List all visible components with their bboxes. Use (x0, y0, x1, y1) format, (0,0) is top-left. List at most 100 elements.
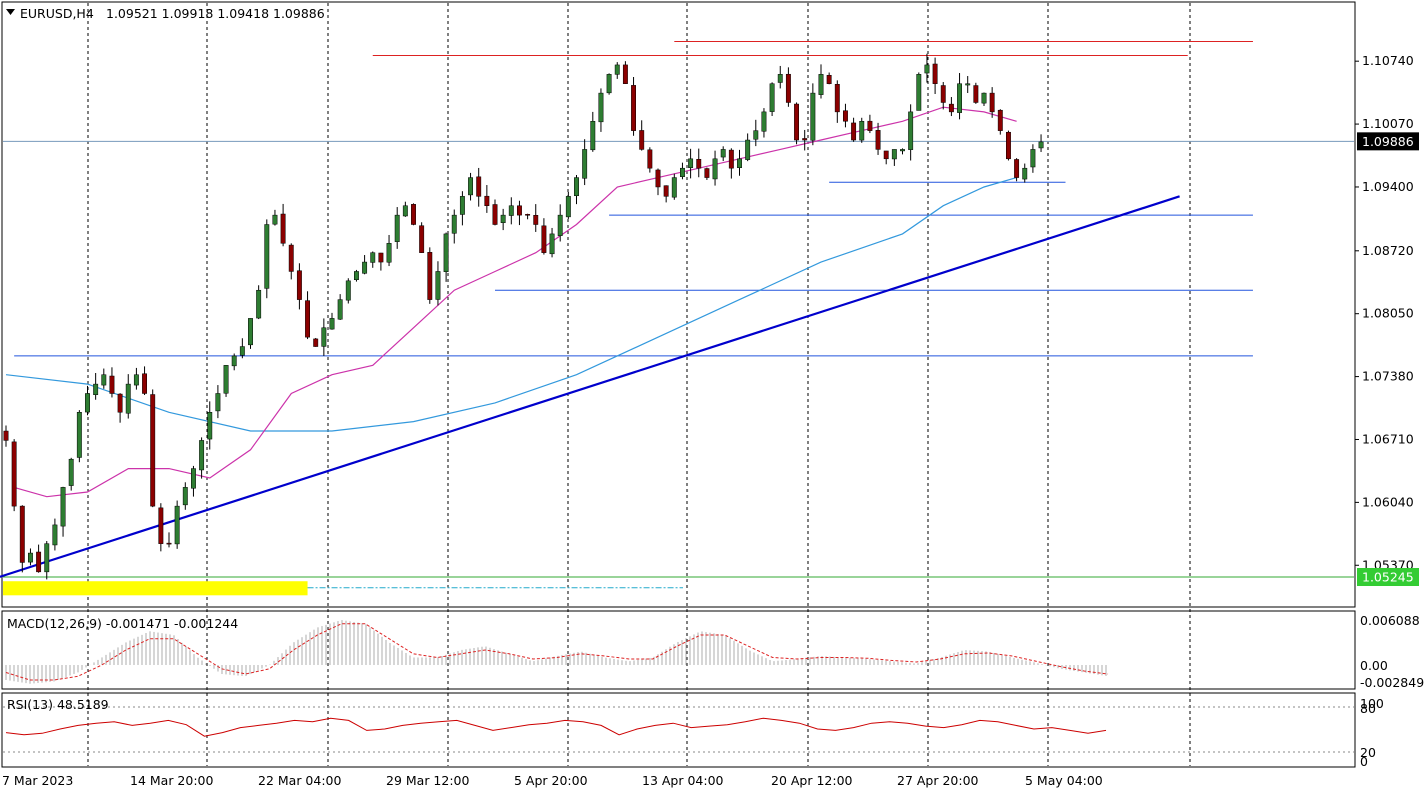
candle-bear (517, 205, 522, 216)
candle-bull (582, 149, 588, 179)
candle-bull (557, 214, 563, 236)
candle-bull (680, 167, 685, 177)
candle-bull (329, 318, 335, 330)
candle-bear (3, 430, 9, 441)
highlight-zone (3, 581, 308, 596)
candle-bull (256, 289, 262, 319)
candle-bull (272, 214, 278, 225)
candle-bull (93, 383, 99, 395)
candle-bull (402, 205, 408, 217)
candle-bear (704, 168, 710, 178)
candle-bear (305, 300, 311, 338)
candle-bull (239, 346, 245, 356)
candle-bull (606, 74, 612, 94)
candle-bull (688, 158, 694, 168)
candle-bull (598, 92, 604, 123)
level-price-badge (1357, 568, 1419, 587)
candle-bull (362, 261, 368, 274)
y-tick-label: 1.08720 (1362, 243, 1414, 258)
candle-bull (777, 74, 783, 83)
candle-bull (191, 468, 196, 489)
x-tick-label: 7 Mar 2023 (2, 773, 73, 788)
candle-bull (859, 121, 865, 141)
candle-bull (60, 487, 66, 527)
candle-bear (541, 225, 547, 253)
candle-bull (468, 177, 474, 196)
candle-bull (443, 233, 449, 272)
candle-bull (435, 271, 441, 300)
candle-bull (182, 487, 188, 506)
candle-bull (101, 374, 107, 386)
candle-bull (508, 205, 514, 216)
candle-bull (614, 64, 620, 75)
candle-bear (728, 149, 734, 169)
symbol-dropdown-icon[interactable] (6, 9, 15, 15)
candle-bull (818, 74, 824, 95)
x-tick-label: 20 Apr 12:00 (771, 773, 853, 788)
candle-bull (712, 158, 718, 180)
rsi-line (5, 717, 1107, 737)
candle-bear (1014, 159, 1020, 178)
macd-tick-zero: 0.00 (1360, 658, 1388, 673)
candle-bear (411, 204, 416, 225)
macd-tick-top: 0.006088 (1360, 613, 1420, 628)
x-tick-label: 14 Mar 20:00 (130, 773, 214, 788)
candle-bull (68, 458, 74, 486)
candle-bear (794, 103, 799, 141)
level-price-badge-text: 1.05245 (1362, 570, 1414, 585)
candle-bull (720, 149, 726, 158)
ohlc-values: 1.09521 1.09918 1.09418 1.09886 (106, 6, 325, 21)
candle-bull (737, 158, 742, 168)
candle-bear (158, 507, 164, 544)
candle-bull (337, 299, 343, 320)
candle-bull (451, 214, 457, 234)
x-tick-label: 22 Mar 04:00 (258, 773, 342, 788)
candle-bear (484, 195, 490, 206)
candle-bear (622, 64, 628, 84)
candle-bear (378, 252, 384, 263)
candle-bull (1038, 141, 1044, 149)
y-tick-label: 1.09400 (1362, 179, 1414, 194)
y-tick-label: 1.10070 (1362, 116, 1414, 131)
candle-bull (891, 149, 897, 160)
candle-bear (296, 270, 302, 300)
candle-bear (419, 225, 425, 253)
y-tick-label: 1.08050 (1362, 306, 1414, 321)
symbol-label: EURUSD,H4 (20, 6, 94, 21)
candle-bear (288, 244, 294, 272)
candle-bull (1030, 149, 1036, 168)
candle-bull (900, 149, 905, 152)
candle-bear (280, 213, 286, 244)
candle-bear (932, 63, 938, 84)
candle-bear (834, 84, 840, 113)
candle-bear (476, 176, 482, 197)
candle-bull (908, 111, 914, 150)
candle-bull (52, 524, 58, 546)
candle-bull (125, 383, 131, 414)
candle-bull (231, 355, 237, 367)
current-price-badge (1357, 132, 1419, 151)
candle-bull (223, 365, 229, 394)
candle-bull (810, 92, 816, 141)
candle-bull (459, 196, 465, 215)
candle-bear (867, 120, 873, 131)
candle-bull (549, 233, 555, 255)
candle-bull (394, 214, 400, 242)
x-tick-label: 5 May 04:00 (1025, 773, 1103, 788)
x-tick-label: 27 Apr 20:00 (897, 773, 979, 788)
candle-bear (631, 85, 636, 131)
rsi-label: RSI(13) 48.5189 (7, 697, 109, 712)
candle-bull (215, 393, 221, 412)
rsi-tick-0: 0 (1360, 754, 1368, 769)
candle-bear (989, 92, 995, 113)
candle-bull (345, 280, 351, 301)
candle-bull (248, 318, 253, 346)
candle-bear (492, 204, 498, 225)
candle-bull (44, 543, 50, 573)
candle-bull (85, 393, 90, 413)
rsi-pane-frame (1, 692, 1356, 768)
candle-bull (76, 412, 82, 458)
candle-bull (1022, 167, 1028, 180)
